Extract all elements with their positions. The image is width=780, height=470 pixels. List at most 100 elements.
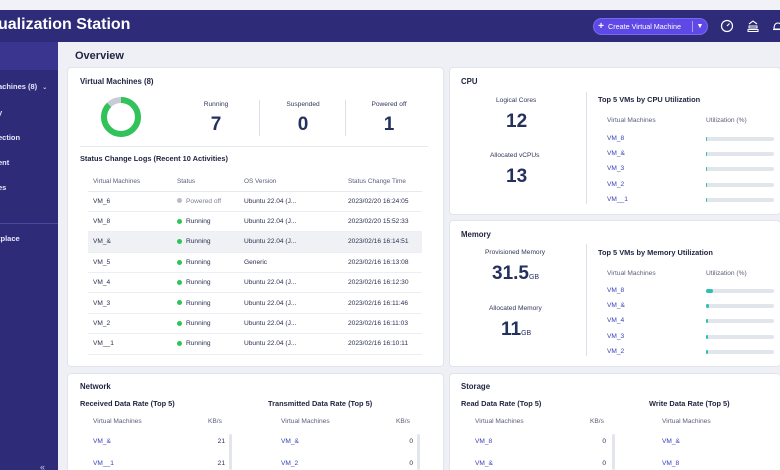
vm-link[interactable]: VM_&	[607, 150, 625, 158]
memory-title: Memory	[461, 230, 491, 239]
logical-cores-value: 12	[506, 111, 528, 132]
logs-column-header: Status Change Time	[343, 172, 422, 192]
network-title: Network	[80, 382, 111, 391]
vm-link[interactable]: VM_8	[662, 459, 680, 467]
utilization-bar-fill	[706, 289, 714, 293]
logical-cores-label: Logical Cores	[496, 97, 537, 104]
status-dot-icon	[177, 218, 182, 224]
log-vm-cell: VM_&	[88, 231, 172, 253]
status-text: Running	[186, 258, 211, 266]
log-vm-cell: VM__1	[88, 333, 172, 355]
provisioned-memory-value: 31.5GB	[492, 263, 540, 284]
allocated-vcpus-label: Allocated vCPUs	[490, 152, 540, 159]
log-status-cell: Running	[172, 272, 239, 294]
vm-link[interactable]: VM_&	[281, 438, 299, 445]
vm-status-donut	[101, 97, 141, 137]
collapse-sidebar-icon[interactable]: «	[40, 462, 46, 470]
button-separator	[692, 21, 693, 32]
read-scrollbar[interactable]	[612, 434, 615, 470]
sidebar-divider	[0, 223, 58, 224]
utilization-bar	[706, 319, 774, 324]
status-dot-icon	[177, 300, 182, 306]
log-os-cell: Ubuntu 22.04 (J...	[239, 211, 343, 233]
read-col-unit: KB/s	[590, 418, 604, 425]
vm-link[interactable]: VM_&	[607, 302, 625, 310]
status-dot-icon	[177, 259, 182, 265]
sidebar-item[interactable]: es	[0, 183, 7, 192]
received-scrollbar[interactable]	[229, 434, 232, 470]
dashboard-gauge-icon[interactable]	[720, 19, 734, 33]
stat-value: 1	[383, 114, 395, 135]
section-divider	[80, 146, 428, 147]
vm-link[interactable]: VM_4	[607, 317, 625, 325]
vm-link[interactable]: VM_8	[607, 287, 625, 294]
logs-title: Status Change Logs (Recent 10 Activities…	[80, 154, 228, 163]
status-dot-icon	[177, 320, 182, 326]
table-row[interactable]: VM_2 Running Ubuntu 22.04 (J... 2023/02/16 …	[88, 313, 422, 335]
table-row[interactable]: VM_3 Running Ubuntu 22.04 (J... 2023/02/16 …	[88, 292, 422, 314]
table-row[interactable]: VM_4 Running Ubuntu 22.04 (J... 2023/02/16 …	[88, 272, 422, 294]
log-time-cell: 2023/02/16 16:14:51	[343, 231, 422, 253]
log-vm-cell: VM_5	[88, 252, 172, 274]
log-time-cell: 2023/02/20 15:52:33	[343, 211, 422, 233]
table-row[interactable]: VM_& Running Ubuntu 22.04 (J... 2023/02/16 …	[88, 231, 422, 253]
mem-col-util: Utilization (%)	[706, 270, 747, 277]
table-row[interactable]: VM_6 Powered off Ubuntu 22.04 (J... 2023/02…	[88, 191, 422, 212]
table-row[interactable]: VM_8 Running Ubuntu 22.04 (J... 2023/02/20 …	[88, 211, 422, 233]
status-text: Running	[186, 279, 211, 287]
top-cpu-title: Top 5 VMs by CPU Utilization	[598, 95, 701, 104]
tasks-stack-icon[interactable]	[746, 19, 760, 33]
stat-label: Running	[203, 101, 229, 108]
sidebar-item[interactable]: ection	[0, 133, 21, 142]
table-row[interactable]: VM_5 Running Generic 2023/02/16 16:13:08	[88, 252, 422, 274]
vm-link[interactable]: VM_&	[662, 438, 680, 445]
create-vm-label: Create Virtual Machine	[608, 22, 681, 31]
create-vm-button[interactable]: + Create Virtual Machine ▼	[593, 18, 708, 35]
status-text: Powered off	[186, 197, 222, 205]
read-col-vm: Virtual Machines	[475, 418, 524, 425]
sidebar-item[interactable]: ent	[0, 158, 10, 167]
status-text: Running	[186, 299, 211, 307]
transmitted-title: Transmitted Data Rate (Top 5)	[268, 399, 373, 408]
stat-separator	[259, 100, 260, 136]
vm-link[interactable]: VM_&	[475, 459, 493, 467]
rate-value: 0	[409, 438, 413, 445]
table-row[interactable]: VM__1 Running Ubuntu 22.04 (J... 2023/02/16…	[88, 333, 422, 355]
log-status-cell: Running	[172, 252, 239, 274]
vm-link[interactable]: VM__1	[607, 195, 628, 203]
cpu-card	[450, 68, 780, 214]
log-vm-cell: VM_6	[88, 191, 172, 212]
sidebar-item[interactable]: tplace	[0, 234, 20, 243]
vm-link[interactable]: VM_8	[475, 438, 493, 445]
log-time-cell: 2023/02/16 16:10:11	[343, 333, 422, 355]
log-time-cell: 2023/02/20 16:24:05	[343, 191, 422, 212]
vm-link[interactable]: VM_3	[607, 332, 625, 340]
sidebar-item[interactable]: y	[0, 108, 3, 117]
vm-link[interactable]: VM_3	[607, 165, 625, 173]
log-os-cell: Ubuntu 22.04 (J...	[239, 191, 343, 212]
vm-link[interactable]: VM_&	[93, 438, 111, 445]
vm-link[interactable]: VM_2	[607, 180, 625, 188]
status-dot-icon	[177, 198, 182, 204]
vm-link[interactable]: VM_2	[607, 347, 625, 355]
sidebar-overview-item[interactable]	[0, 42, 58, 70]
received-col-vm: Virtual Machines	[93, 418, 142, 425]
vm-link[interactable]: VM_2	[281, 459, 299, 467]
transmitted-scrollbar[interactable]	[417, 434, 420, 470]
sidebar-item[interactable]: achines (8) ⌄	[0, 82, 48, 91]
log-status-cell: Running	[172, 231, 239, 253]
status-dot-icon	[177, 239, 182, 245]
log-os-cell: Ubuntu 22.04 (J...	[239, 333, 343, 355]
rate-value: 0	[602, 459, 606, 467]
vm-link[interactable]: VM_8	[607, 135, 625, 142]
log-status-cell: Running	[172, 313, 239, 335]
log-time-cell: 2023/02/16 16:11:46	[343, 292, 422, 314]
vm-link[interactable]: VM__1	[93, 459, 114, 467]
stat-label: Powered off	[371, 101, 407, 108]
chevron-down-icon[interactable]: ▼	[696, 23, 704, 30]
top-memory-title: Top 5 VMs by Memory Utilization	[598, 248, 713, 257]
utilization-bar-fill	[706, 334, 709, 339]
read-title: Read Data Rate (Top 5)	[461, 399, 542, 408]
utilization-bar-fill	[706, 349, 709, 354]
notification-bell-icon[interactable]	[771, 19, 780, 33]
